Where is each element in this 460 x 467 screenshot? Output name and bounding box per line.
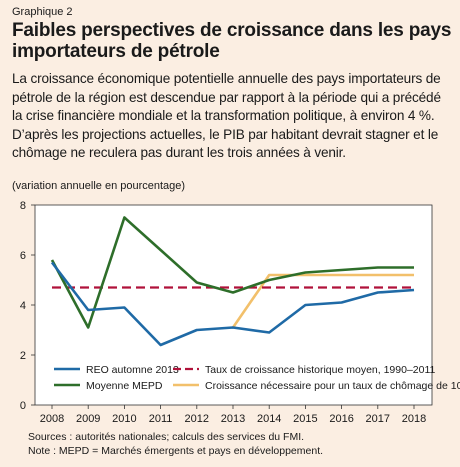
x-tick-label: 2016 — [329, 413, 353, 425]
chart-notes: Sources : autorités nationales; calculs … — [28, 430, 323, 458]
x-tick-label: 2015 — [293, 413, 317, 425]
series-line-3 — [231, 273, 414, 329]
note-text: Note : MEPD = Marchés émergents et pays … — [28, 445, 324, 457]
sources-text: Sources : autorités nationales; calculs … — [28, 431, 305, 443]
plot-area — [34, 204, 433, 406]
x-tick-label: 2018 — [402, 413, 426, 425]
y-tick-label: 8 — [20, 200, 26, 212]
legend-label-3: Croissance nécessaire pour un taux de ch… — [205, 380, 460, 392]
legend-label-0: REO automne 2013 — [86, 364, 179, 376]
unit-label: (variation annuelle en pourcentage) — [12, 180, 186, 192]
x-tick-label: 2009 — [76, 413, 100, 425]
figure-label: Graphique 2 — [12, 6, 73, 18]
x-tick-label: 2012 — [185, 413, 209, 425]
y-tick-label: 6 — [20, 250, 26, 262]
chart-description: La croissance économique potentielle ann… — [12, 71, 441, 161]
y-tick-label: 2 — [20, 350, 26, 362]
x-tick-label: 2010 — [112, 413, 136, 425]
legend-label-1: Moyenne MEPD — [86, 380, 163, 392]
y-tick-label: 0 — [20, 400, 26, 412]
series-line-0 — [50, 261, 415, 347]
y-tick-label: 4 — [20, 300, 26, 312]
x-tick-label: 2011 — [149, 413, 173, 425]
chart-title: Faibles perspectives de croissance dans … — [12, 20, 452, 62]
x-tick-label: 2014 — [257, 413, 281, 425]
x-tick-label: 2017 — [366, 413, 390, 425]
series-line-1 — [50, 216, 414, 329]
x-tick-label: 2008 — [40, 413, 64, 425]
x-tick-label: 2013 — [221, 413, 245, 425]
legend-label-2: Taux de croissance historique moyen, 199… — [205, 364, 436, 376]
